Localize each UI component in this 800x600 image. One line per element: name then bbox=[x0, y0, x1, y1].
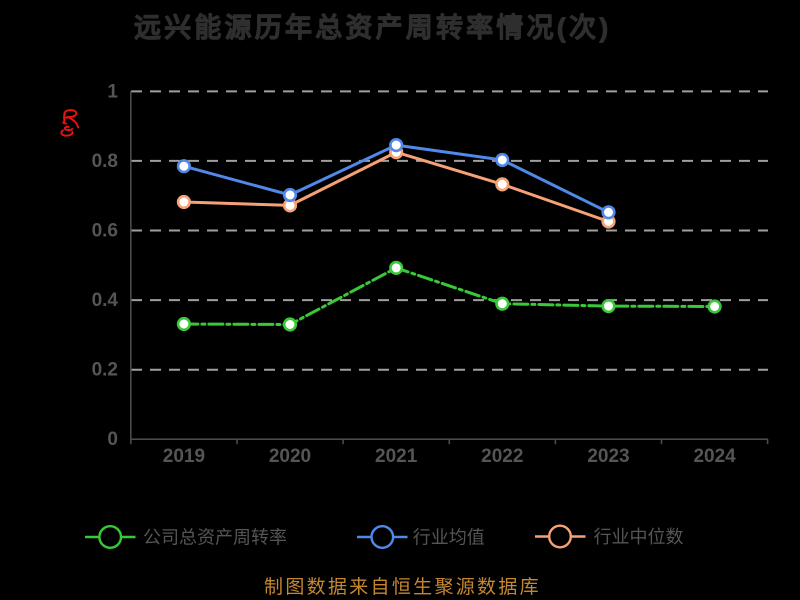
svg-text:行业均值: 行业均值 bbox=[413, 528, 485, 548]
svg-text:2019: 2019 bbox=[163, 446, 205, 467]
svg-text:制图数据来自恒生聚源数据库: 制图数据来自恒生聚源数据库 bbox=[264, 576, 541, 598]
svg-text:0.6: 0.6 bbox=[92, 221, 118, 242]
svg-text:公司总资产周转率: 公司总资产周转率 bbox=[143, 528, 287, 548]
svg-text:2022: 2022 bbox=[481, 446, 523, 467]
svg-text:2023: 2023 bbox=[587, 446, 629, 467]
svg-text:1: 1 bbox=[107, 82, 118, 103]
svg-text:2024: 2024 bbox=[693, 446, 736, 467]
svg-text:行业中位数: 行业中位数 bbox=[594, 527, 684, 547]
svg-text:0.4: 0.4 bbox=[92, 290, 119, 311]
svg-text:2020: 2020 bbox=[269, 446, 311, 467]
svg-text:0: 0 bbox=[107, 429, 118, 450]
svg-text:2021: 2021 bbox=[375, 446, 418, 467]
svg-text:0.8: 0.8 bbox=[92, 151, 118, 172]
svg-text:0.2: 0.2 bbox=[92, 360, 118, 381]
